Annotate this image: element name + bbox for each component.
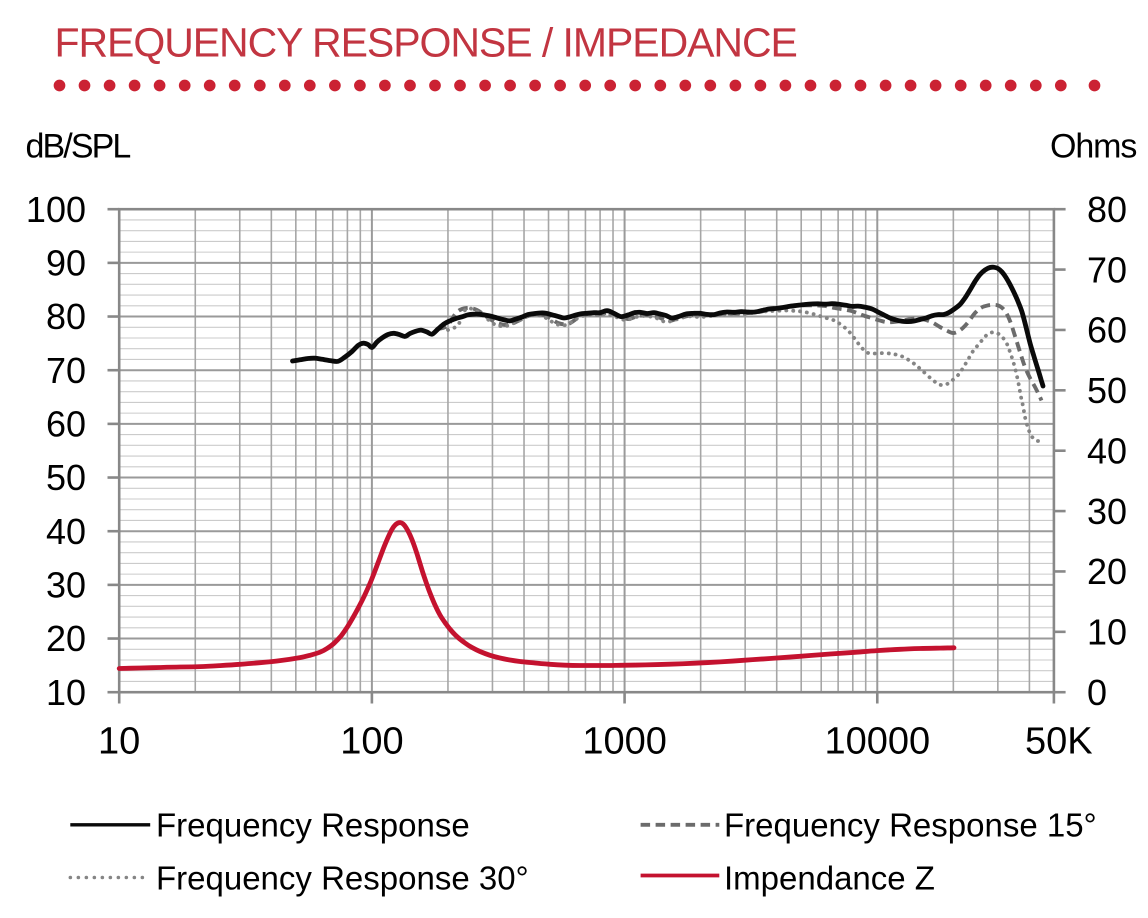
svg-text:70: 70 <box>46 350 86 391</box>
svg-text:10000: 10000 <box>824 721 930 763</box>
svg-text:40: 40 <box>1087 430 1127 471</box>
svg-text:Frequency Response: Frequency Response <box>156 807 470 844</box>
svg-text:100: 100 <box>26 189 86 230</box>
svg-text:60: 60 <box>1087 310 1127 351</box>
svg-text:20: 20 <box>1087 551 1127 592</box>
svg-text:Ohms: Ohms <box>1050 128 1136 166</box>
svg-text:50K: 50K <box>1025 721 1093 763</box>
svg-text:30: 30 <box>1087 491 1127 532</box>
svg-text:30: 30 <box>46 565 86 606</box>
svg-text:40: 40 <box>46 511 86 552</box>
svg-text:100: 100 <box>340 721 403 763</box>
svg-text:Impendance Z: Impendance Z <box>724 859 935 896</box>
svg-text:dB/SPL: dB/SPL <box>26 128 131 166</box>
svg-text:20: 20 <box>46 618 86 659</box>
svg-text:10: 10 <box>46 672 86 713</box>
svg-text:FREQUENCY RESPONSE / IMPEDANCE: FREQUENCY RESPONSE / IMPEDANCE <box>55 19 797 65</box>
svg-text:80: 80 <box>46 296 86 337</box>
svg-text:90: 90 <box>46 243 86 284</box>
svg-text:50: 50 <box>1087 370 1127 411</box>
svg-text:0: 0 <box>1087 672 1107 713</box>
svg-text:60: 60 <box>46 404 86 445</box>
svg-text:Frequency Response 15°: Frequency Response 15° <box>724 807 1097 844</box>
svg-text:Frequency Response 30°: Frequency Response 30° <box>156 859 529 896</box>
svg-text:50: 50 <box>46 457 86 498</box>
svg-text:1000: 1000 <box>582 721 667 763</box>
svg-text:70: 70 <box>1087 249 1127 290</box>
svg-text:10: 10 <box>98 721 140 763</box>
svg-text:10: 10 <box>1087 612 1127 653</box>
svg-text:80: 80 <box>1087 189 1127 230</box>
